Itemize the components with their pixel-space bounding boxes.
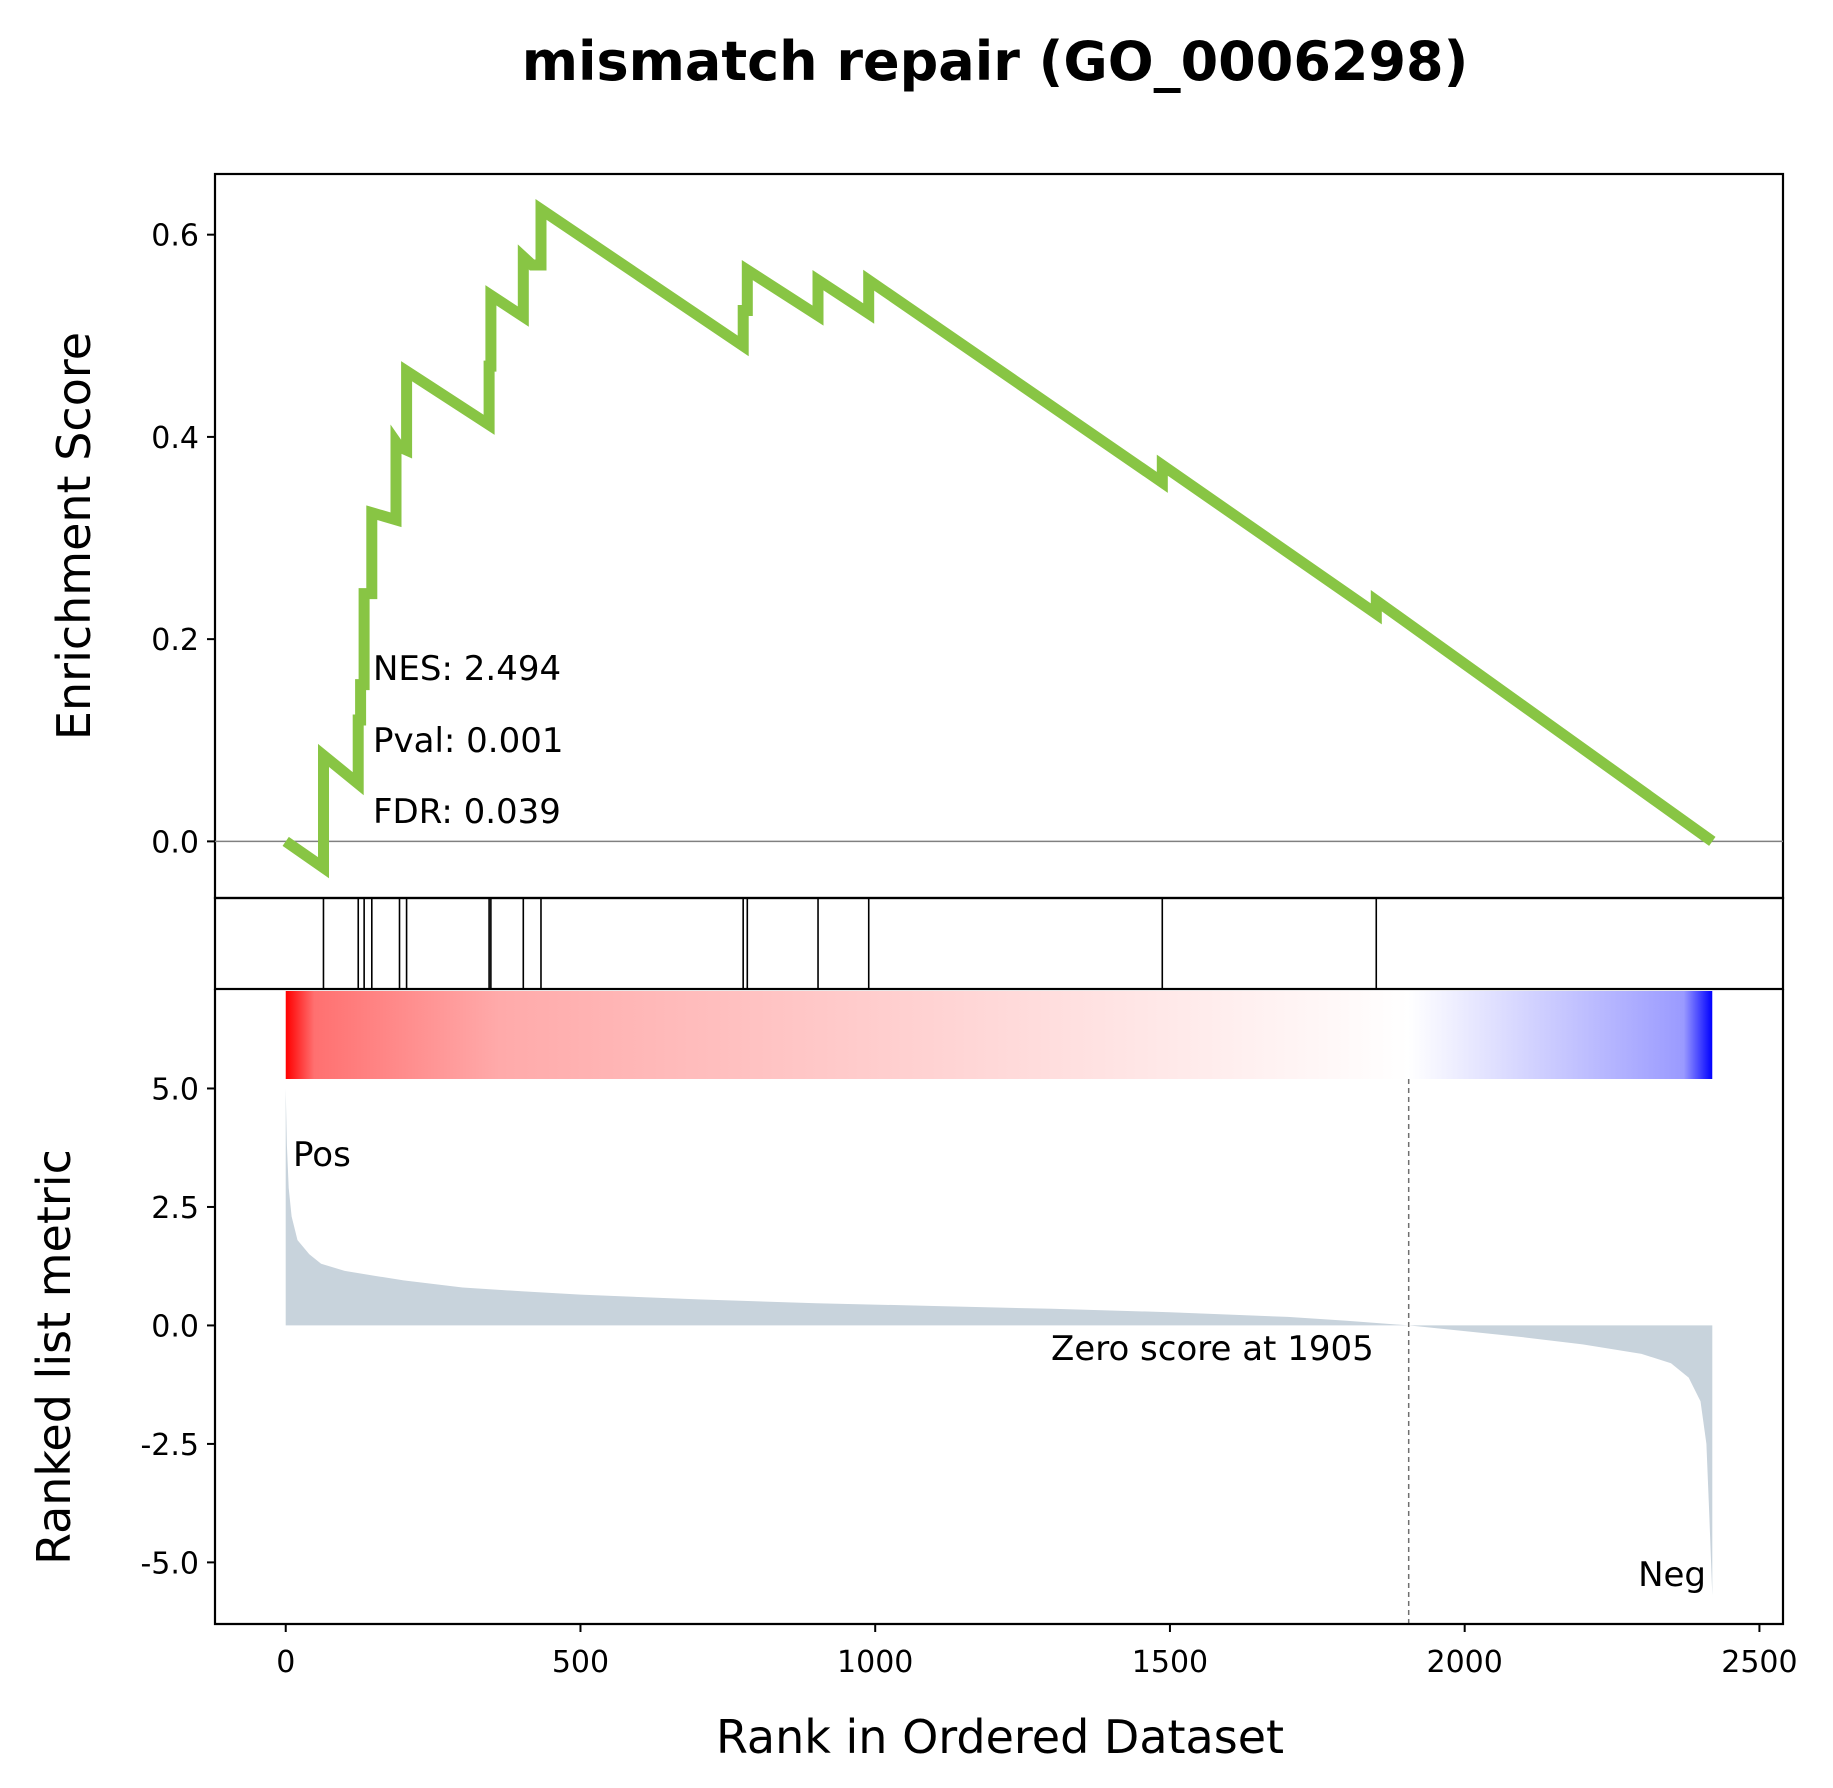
ranked-metric-y-tick-label: 2.5 [151,1191,199,1226]
enrichment-curve [282,199,1716,879]
pos-label: Pos [293,1135,351,1175]
enrichment-y-ticks: 0.0 0.2 0.4 0.6 [151,219,215,860]
zero-score-label: Zero score at 1905 [1051,1329,1374,1369]
hit-markers [322,898,1378,989]
x-axis-tick-label: 2000 [1427,1645,1503,1680]
ranked-metric-panel: 5.0 2.5 0.0 -2.5 -5.0 Pos Neg Zero score at … [27,1072,1713,1624]
ranked-metric-y-tick-label: -5.0 [140,1546,199,1581]
ranked-metric-y-tick-label: -2.5 [140,1428,199,1463]
x-axis-label: Rank in Ordered Dataset [716,1710,1284,1764]
hits-panel [213,896,1785,991]
metric-frame [213,989,1785,1626]
ranked-metric-y-tick-label: 5.0 [151,1072,199,1107]
pval-annotation: Pval: 0.001 [373,721,564,761]
x-axis-tick-label: 1500 [1132,1645,1208,1680]
ranked-metric-y-ticks: 5.0 2.5 0.0 -2.5 -5.0 [140,1072,215,1581]
enrichment-y-tick-label: 0.4 [151,421,199,456]
fdr-annotation: FDR: 0.039 [373,792,561,832]
chart-title: mismatch repair (GO_0006298) [522,30,1469,93]
x-axis-tick-label: 1000 [837,1645,913,1680]
ranked-metric-area [285,1088,1713,1596]
color-bar [285,991,1713,1079]
color-bar-panel [285,991,1713,1079]
enrichment-y-tick-label: 0.2 [151,623,199,658]
x-axis-tick-label: 2500 [1721,1645,1797,1680]
ranked-metric-y-label: Ranked list metric [27,1149,81,1565]
x-axis-tick-label: 500 [552,1645,609,1680]
neg-label: Neg [1638,1555,1706,1595]
enrichment-y-tick-label: 0.0 [151,825,199,860]
enrichment-frame [213,172,1785,900]
nes-annotation: NES: 2.494 [373,649,561,689]
x-axis-ticks: 0 500 1000 1500 2000 2500 [276,1624,1798,1680]
enrichment-y-label: Enrichment Score [47,332,101,740]
ranked-metric-y-tick-label: 0.0 [151,1309,199,1344]
enrichment-y-tick-label: 0.6 [151,219,199,254]
hits-frame [213,896,1785,991]
enrichment-panel: 0.0 0.2 0.4 0.6 NES: 2.494 Pval: 0.001 FDR:… [47,172,1785,900]
x-axis-tick-label: 0 [276,1645,295,1680]
